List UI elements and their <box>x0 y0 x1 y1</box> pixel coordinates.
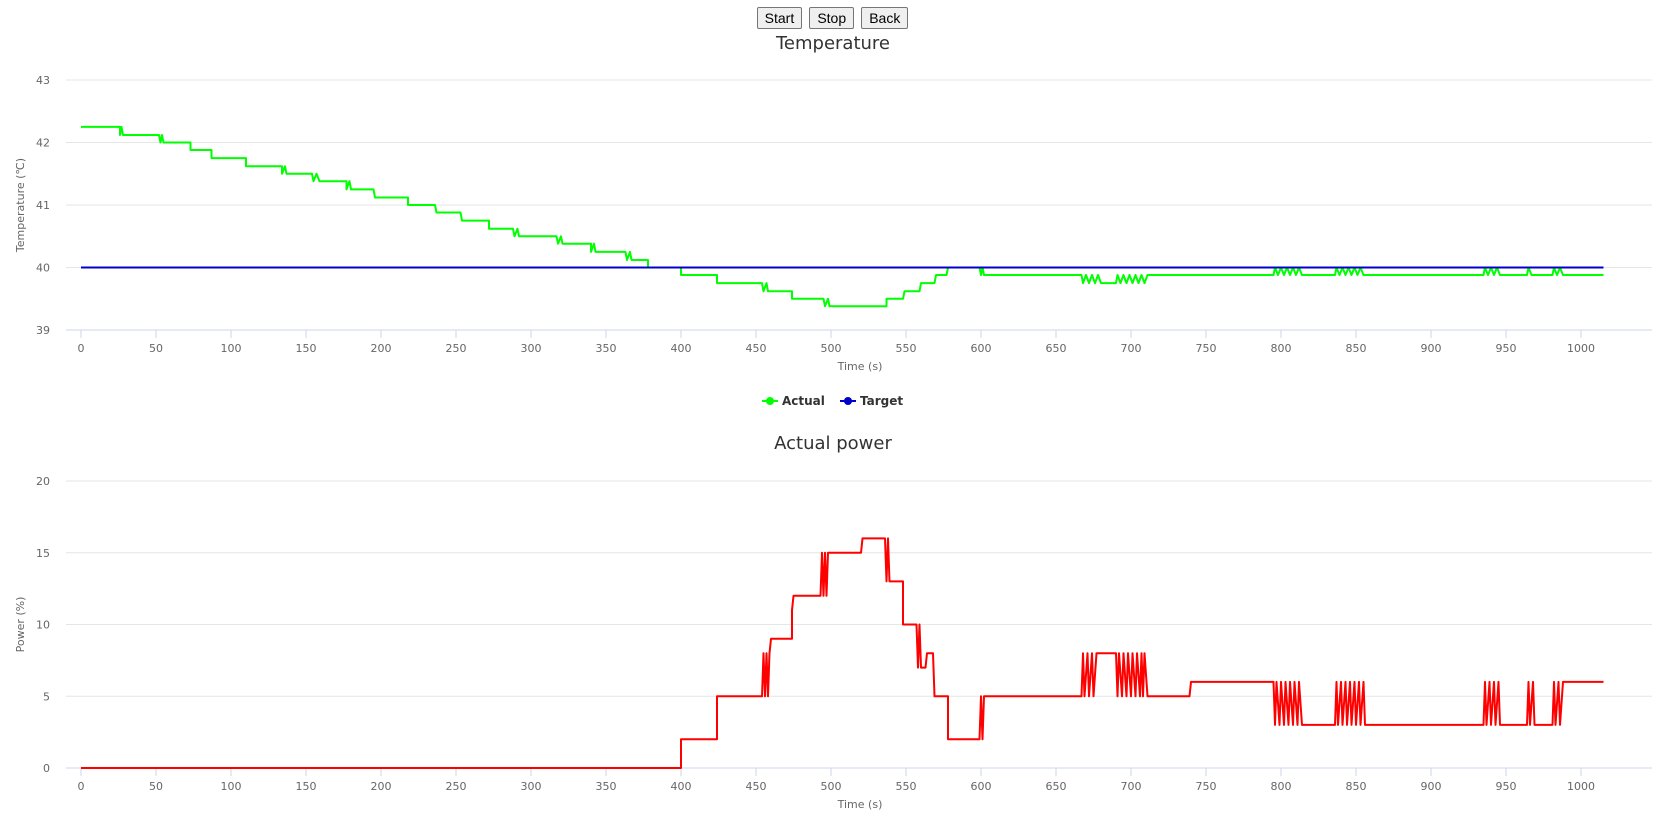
x-tick-label: 400 <box>671 342 692 355</box>
y-tick-label: 0 <box>43 762 50 775</box>
y-tick-label: 10 <box>36 619 50 632</box>
x-tick-label: 650 <box>1046 780 1067 793</box>
x-tick-label: 100 <box>221 342 242 355</box>
y-tick-label: 5 <box>43 690 50 703</box>
y-tick-label: 15 <box>36 547 50 560</box>
actual-series-line <box>81 125 1604 308</box>
x-tick-label: 450 <box>746 780 767 793</box>
x-tick-label: 950 <box>1496 780 1517 793</box>
start-button[interactable]: Start <box>756 7 803 29</box>
x-tick-label: 950 <box>1496 342 1517 355</box>
x-axis-title: Time (s) <box>837 798 883 811</box>
y-tick-label: 41 <box>36 199 50 212</box>
legend-actual-marker <box>766 397 774 405</box>
x-tick-label: 200 <box>371 780 392 793</box>
x-tick-label: 750 <box>1196 342 1217 355</box>
x-axis-title: Time (s) <box>837 360 883 373</box>
y-tick-label: 39 <box>36 324 50 337</box>
y-tick-label: 40 <box>36 262 50 275</box>
x-tick-label: 350 <box>596 780 617 793</box>
x-tick-label: 100 <box>221 780 242 793</box>
x-tick-label: 700 <box>1121 780 1142 793</box>
temperature-chart: Temperature 39 40 41 42 43 0 50 100 150 200 250 300 3… <box>14 33 1652 408</box>
x-tick-label: 600 <box>971 780 992 793</box>
chart-title: Actual power <box>774 433 892 454</box>
x-tick-label: 150 <box>296 780 317 793</box>
x-tick-label: 0 <box>78 780 85 793</box>
x-tick-label: 250 <box>446 342 467 355</box>
y-axis-title: Temperature (℃) <box>14 158 27 253</box>
x-tick-label: 300 <box>521 342 542 355</box>
x-tick-label: 450 <box>746 342 767 355</box>
toolbar: Start Stop Back <box>0 7 1665 29</box>
back-button[interactable]: Back <box>861 7 909 29</box>
x-tick-label: 400 <box>671 780 692 793</box>
x-tick-label: 700 <box>1121 342 1142 355</box>
x-tick-label: 900 <box>1421 342 1442 355</box>
x-tick-label: 850 <box>1346 342 1367 355</box>
x-tick-label: 200 <box>371 342 392 355</box>
x-tick-label: 850 <box>1346 780 1367 793</box>
x-tick-label: 0 <box>78 342 85 355</box>
x-tick-label: 50 <box>149 780 163 793</box>
x-tick-label: 150 <box>296 342 317 355</box>
x-tick-label: 550 <box>896 342 917 355</box>
x-tick-label: 600 <box>971 342 992 355</box>
y-tick-label: 43 <box>36 74 50 87</box>
stop-button[interactable]: Stop <box>809 7 855 29</box>
x-tick-label: 800 <box>1271 780 1292 793</box>
x-tick-label: 500 <box>821 780 842 793</box>
x-tick-label: 350 <box>596 342 617 355</box>
x-tick-label: 50 <box>149 342 163 355</box>
x-tick-label: 800 <box>1271 342 1292 355</box>
x-tick-label: 650 <box>1046 342 1067 355</box>
y-tick-label: 20 <box>36 475 50 488</box>
x-tick-label: 300 <box>521 780 542 793</box>
y-axis-title: Power (%) <box>14 597 27 653</box>
legend-target-label: Target <box>860 394 903 408</box>
x-tick-label: 900 <box>1421 780 1442 793</box>
chart-title: Temperature <box>775 33 890 54</box>
x-tick-label: 1000 <box>1567 342 1595 355</box>
legend-actual-label: Actual <box>782 394 825 408</box>
x-tick-label: 500 <box>821 342 842 355</box>
x-tick-label: 1000 <box>1567 780 1595 793</box>
legend-target-marker <box>844 397 852 405</box>
x-tick-label: 250 <box>446 780 467 793</box>
x-tick-label: 550 <box>896 780 917 793</box>
y-tick-label: 42 <box>36 137 50 150</box>
power-series-line <box>81 537 1604 769</box>
x-tick-label: 750 <box>1196 780 1217 793</box>
